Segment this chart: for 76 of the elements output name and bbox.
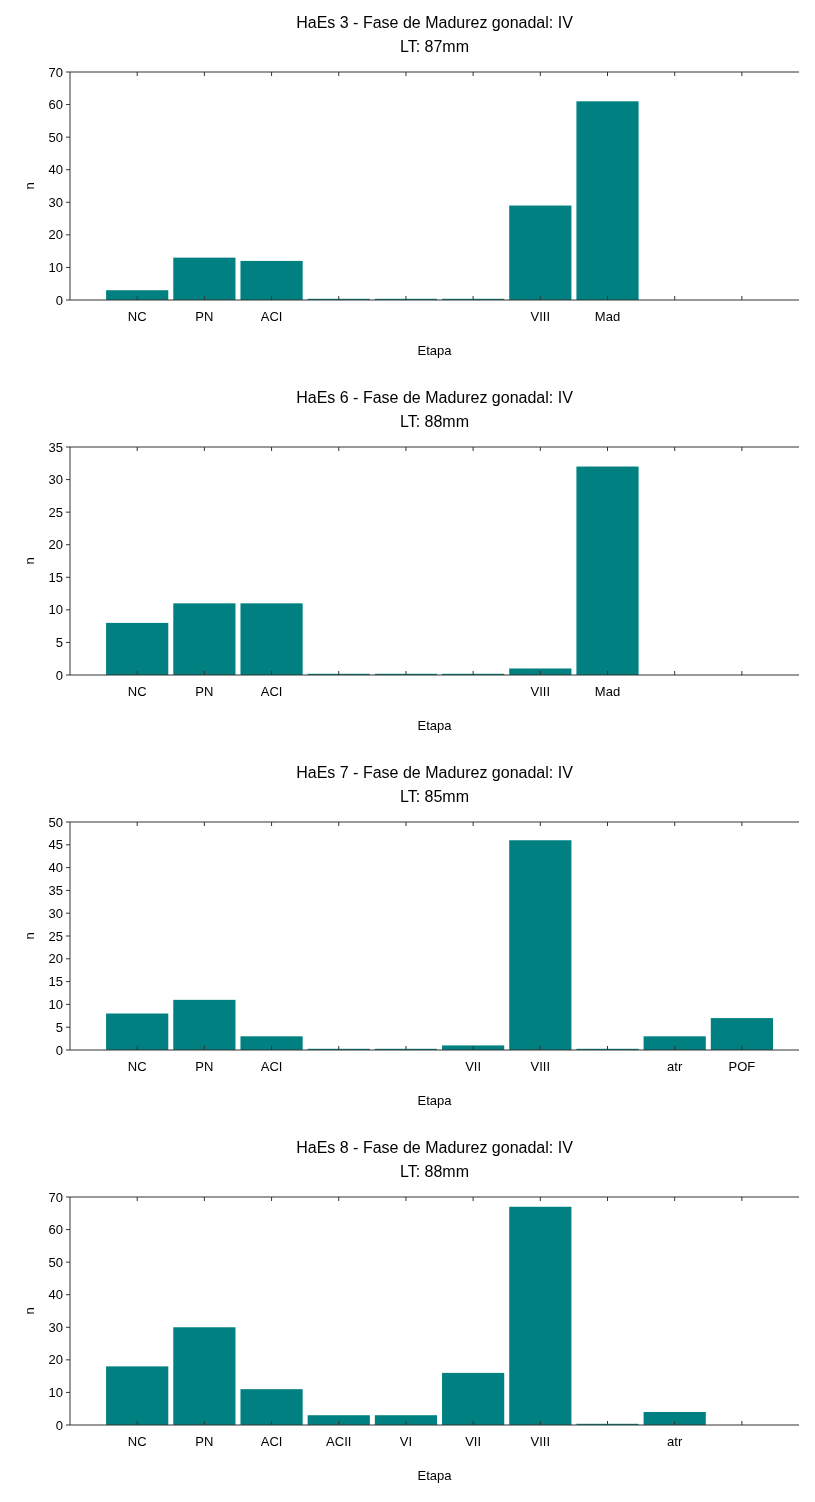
y-tick-label: 30 bbox=[48, 905, 63, 921]
y-axis-title: n bbox=[22, 932, 37, 940]
y-tick-label: 60 bbox=[48, 97, 63, 113]
chart-title: HaEs 6 - Fase de Madurez gonadal: IV bbox=[296, 389, 574, 406]
y-tick-label: 0 bbox=[55, 292, 63, 308]
x-tick-label: VII bbox=[465, 1059, 482, 1074]
y-axis-title: n bbox=[22, 1307, 37, 1315]
x-tick-label: ACI bbox=[260, 1434, 283, 1449]
y-tick-label: 20 bbox=[48, 227, 63, 243]
x-tick-label: VIII bbox=[530, 309, 551, 324]
y-tick-label: 10 bbox=[48, 996, 63, 1012]
x-tick-label: PN bbox=[195, 684, 214, 699]
y-axis-title: n bbox=[22, 182, 37, 190]
chart-title: HaEs 8 - Fase de Madurez gonadal: IV bbox=[296, 1139, 574, 1156]
y-tick-label: 10 bbox=[48, 259, 63, 275]
x-tick-label: NC bbox=[127, 1434, 147, 1449]
x-tick-label: ACI bbox=[260, 1059, 283, 1074]
chart-subtitle: LT: 88mm bbox=[399, 413, 470, 430]
chart-title: HaEs 3 - Fase de Madurez gonadal: IV bbox=[296, 14, 574, 31]
y-tick-label: 40 bbox=[48, 1287, 63, 1303]
x-tick-label: ACI bbox=[260, 684, 283, 699]
x-tick-label: POF bbox=[728, 1059, 756, 1074]
x-tick-label: PN bbox=[195, 1059, 214, 1074]
x-tick-label: PN bbox=[195, 1434, 214, 1449]
x-tick-label: PN bbox=[195, 309, 214, 324]
y-tick-label: 30 bbox=[48, 1319, 63, 1335]
x-tick-label: VI bbox=[399, 1434, 413, 1449]
y-tick-label: 50 bbox=[48, 129, 63, 145]
y-tick-label: 20 bbox=[48, 1352, 63, 1368]
x-tick-label: atr bbox=[667, 1059, 683, 1074]
x-tick-label: Mad bbox=[594, 684, 621, 699]
x-axis-title: Etapa bbox=[417, 1093, 453, 1108]
y-tick-label: 40 bbox=[48, 860, 63, 876]
y-tick-label: 50 bbox=[48, 1254, 63, 1270]
y-tick-label: 20 bbox=[48, 951, 63, 967]
y-tick-label: 10 bbox=[48, 1384, 63, 1400]
x-axis-title: Etapa bbox=[417, 1468, 453, 1483]
x-tick-label: ACI bbox=[260, 309, 283, 324]
y-tick-label: 10 bbox=[48, 602, 63, 618]
chart-subtitle: LT: 87mm bbox=[399, 38, 470, 55]
x-tick-label: NC bbox=[127, 1059, 147, 1074]
chart-title: HaEs 7 - Fase de Madurez gonadal: IV bbox=[296, 764, 574, 781]
x-tick-label: VIII bbox=[530, 1059, 551, 1074]
x-tick-label: ACII bbox=[326, 1434, 352, 1449]
x-tick-label: VIII bbox=[530, 684, 551, 699]
y-tick-label: 60 bbox=[48, 1222, 63, 1238]
y-tick-label: 0 bbox=[55, 667, 63, 683]
y-tick-label: 35 bbox=[48, 439, 63, 455]
x-tick-label: atr bbox=[667, 1434, 683, 1449]
x-tick-label: NC bbox=[127, 309, 147, 324]
y-tick-label: 5 bbox=[55, 1019, 63, 1035]
x-tick-label: NC bbox=[127, 684, 147, 699]
x-tick-label: Mad bbox=[594, 309, 621, 324]
x-tick-label: VIII bbox=[530, 1434, 551, 1449]
chart-subtitle: LT: 88mm bbox=[399, 1163, 470, 1180]
y-tick-label: 35 bbox=[48, 882, 63, 898]
x-tick-label: VII bbox=[465, 1434, 482, 1449]
y-tick-label: 30 bbox=[48, 472, 63, 488]
y-tick-label: 0 bbox=[55, 1042, 63, 1058]
y-tick-label: 70 bbox=[48, 64, 63, 80]
y-tick-label: 25 bbox=[48, 504, 63, 520]
y-tick-label: 20 bbox=[48, 537, 63, 553]
y-tick-label: 30 bbox=[48, 194, 63, 210]
y-tick-label: 70 bbox=[48, 1189, 63, 1205]
x-axis-title: Etapa bbox=[417, 343, 453, 358]
y-tick-label: 40 bbox=[48, 162, 63, 178]
y-tick-label: 15 bbox=[48, 569, 63, 585]
y-tick-label: 15 bbox=[48, 974, 63, 990]
x-axis-title: Etapa bbox=[417, 718, 453, 733]
y-tick-label: 50 bbox=[48, 814, 63, 830]
y-tick-label: 45 bbox=[48, 837, 63, 853]
y-tick-label: 0 bbox=[55, 1417, 63, 1433]
chart-subtitle: LT: 85mm bbox=[399, 788, 470, 805]
y-tick-label: 25 bbox=[48, 928, 63, 944]
y-tick-label: 5 bbox=[55, 634, 63, 650]
y-axis-title: n bbox=[22, 557, 37, 565]
